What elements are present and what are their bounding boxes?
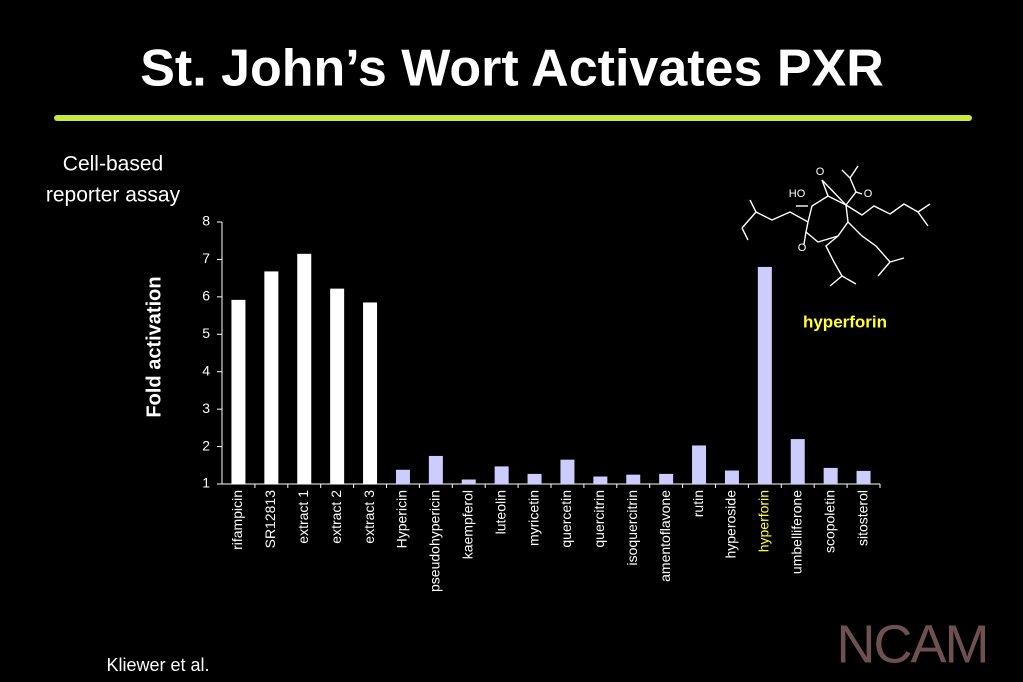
y-tick-label: 3 [202,400,210,416]
y-tick-label: 8 [202,213,210,229]
atom-label: O [864,188,873,200]
x-tick-label: pseudohypericin [427,490,443,592]
molecule: O HO O O [741,165,931,287]
structure-name: hyperforin [803,312,887,331]
x-tick-label: SR12813 [262,490,278,549]
slide-title: St. John’s Wort Activates PXR [140,40,884,98]
atom-label: O [816,166,825,178]
bar [593,476,608,484]
subtitle: reporter assay [46,184,181,207]
x-tick-label: extract 2 [328,490,344,544]
x-tick-label: luteolin [492,490,508,534]
bar [428,455,443,484]
y-axis-label: Fold activation [143,276,165,417]
atom-label: HO [789,188,806,200]
bar [790,439,805,484]
bar [659,473,674,484]
bar [823,467,838,484]
x-tick-label: rifampicin [229,490,245,550]
x-tick-label: hyperoside [723,490,739,559]
y-tick-label: 1 [202,475,210,491]
atom-label: O [798,242,807,254]
y-tick-label: 5 [202,325,210,341]
y-tick-label: 7 [202,250,210,266]
x-tick-label: scopoletin [821,490,837,553]
bar [494,466,509,484]
x-tick-label: myricetin [525,490,541,546]
bar [395,469,410,484]
y-tick-label: 6 [202,288,210,304]
x-tick-label: hyperforin [756,490,772,552]
x-tick-label: rutin [690,490,706,517]
x-tick-label: Hypericin [394,490,410,548]
x-tick-label: sitosterol [854,490,870,546]
bar [560,459,575,484]
bar [757,266,772,484]
subtitle: Cell-based [63,153,163,176]
x-tick-label: quercitrin [591,490,607,548]
x-tick-label: extract 1 [295,490,311,544]
bar [330,288,345,484]
citation: Kliewer et al. [106,655,209,675]
bar [724,470,739,484]
x-tick-label: amentoflavone [657,490,673,582]
bar [692,445,707,484]
x-tick-label: isoquercitrin [624,490,640,565]
bar [297,253,312,484]
x-tick-label: kaempferol [459,490,475,559]
x-tick-label: extract 3 [361,490,377,544]
bar [231,299,246,484]
y-tick-label: 2 [202,437,210,453]
bar [527,473,542,484]
logo: NCAM [837,614,988,674]
bar [363,302,378,484]
x-tick-label: quercetin [558,490,574,548]
x-tick-label: umbelliferone [788,490,804,574]
bar [461,479,476,484]
bar [856,470,871,484]
bar [264,271,279,484]
bar [626,474,641,484]
y-tick-label: 4 [202,362,210,378]
